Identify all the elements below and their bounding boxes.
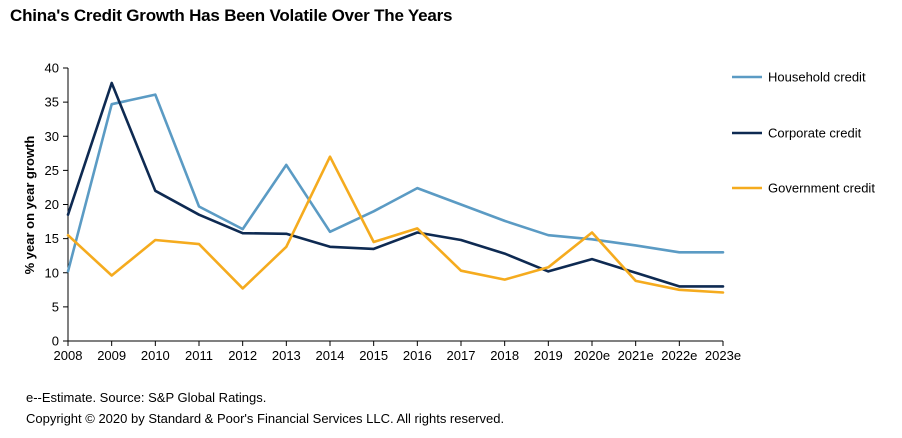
y-axis: 0 5 10 15 20 25 30 35 40 — [45, 61, 69, 349]
x-tick-label: 2016 — [403, 348, 432, 363]
legend-label-government-credit: Government credit — [768, 181, 875, 196]
estimate-source-note: e--Estimate. Source: S&P Global Ratings. — [26, 390, 267, 405]
y-tick-label: 25 — [45, 163, 59, 178]
x-tick-label: 2023e — [705, 348, 741, 363]
chart-title: China's Credit Growth Has Been Volatile … — [10, 6, 453, 25]
y-tick-label: 15 — [45, 231, 59, 246]
x-tick-label: 2009 — [97, 348, 126, 363]
line-chart: 0 5 10 15 20 25 30 35 40 2008 2009 2010 2011 2012 201… — [22, 61, 875, 364]
x-tick-label: 2011 — [185, 348, 213, 363]
y-tick-label: 40 — [45, 61, 59, 76]
series-lines — [66, 81, 725, 294]
series-line-government-credit — [66, 155, 725, 294]
series-line-corporate-credit — [66, 81, 725, 288]
y-tick-label: 0 — [52, 334, 59, 349]
x-tick-label: 2012 — [228, 348, 257, 363]
x-tick-label: 2019 — [534, 348, 563, 363]
legend-label-corporate-credit: Corporate credit — [768, 126, 862, 141]
x-tick-label: 2013 — [272, 348, 301, 363]
x-tick-label: 2021e — [618, 348, 654, 363]
y-tick-label: 5 — [52, 299, 59, 314]
x-tick-label: 2020e — [574, 348, 610, 363]
x-tick-label: 2017 — [447, 348, 476, 363]
legend-label-household-credit: Household credit — [768, 70, 866, 85]
y-tick-label: 30 — [45, 129, 59, 144]
x-tick-label: 2014 — [316, 348, 345, 363]
y-axis-label: % year on year growth — [22, 136, 37, 275]
x-tick-label: 2008 — [54, 348, 83, 363]
copyright-note: Copyright © 2020 by Standard & Poor's Fi… — [26, 411, 505, 426]
series-line-household-credit — [66, 93, 725, 273]
x-tick-label: 2018 — [490, 348, 519, 363]
x-tick-label: 2022e — [661, 348, 697, 363]
legend: Household credit Corporate credit Governme… — [732, 70, 875, 196]
x-tick-label: 2015 — [359, 348, 388, 363]
x-tick-label: 2010 — [141, 348, 170, 363]
x-axis: 2008 2009 2010 2011 2012 2013 2014 2015 2016 2017… — [54, 340, 741, 363]
y-tick-label: 20 — [45, 197, 59, 212]
y-tick-label: 35 — [45, 95, 59, 110]
y-tick-label: 10 — [45, 265, 59, 280]
